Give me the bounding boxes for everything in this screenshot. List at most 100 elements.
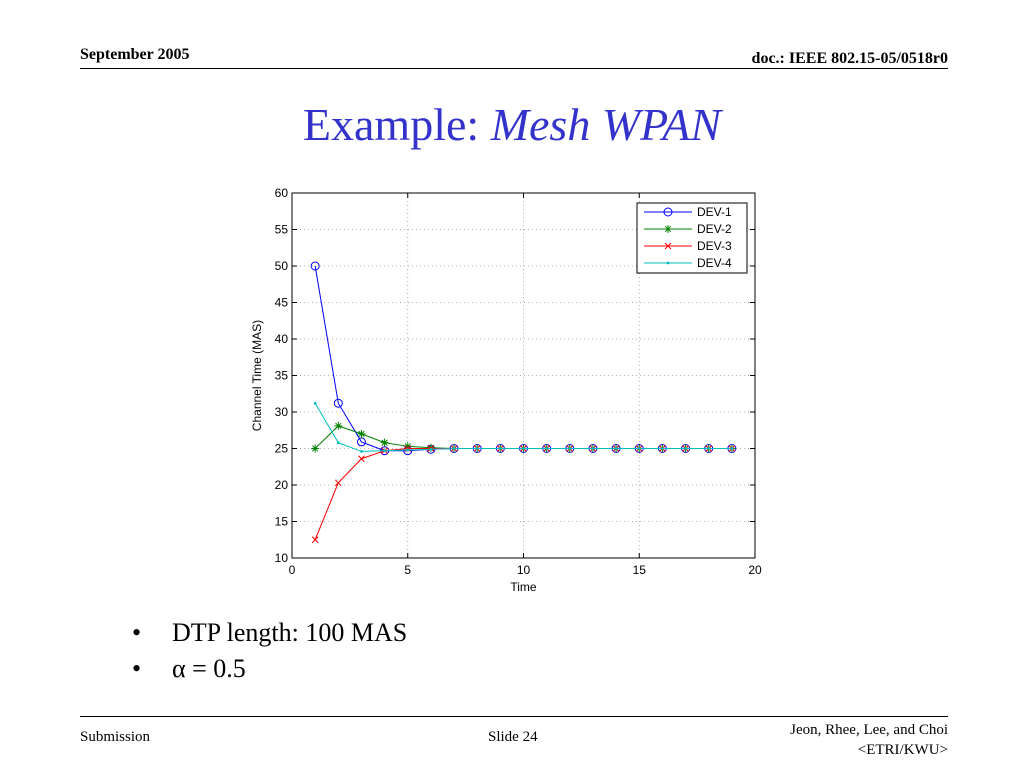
data-point-dev-1 bbox=[310, 261, 320, 271]
data-point-dev-4-shape bbox=[498, 447, 502, 450]
legend-label-dev-1: DEV-1 bbox=[697, 205, 732, 219]
data-point-dev-2-shape bbox=[357, 429, 366, 438]
bullet-item: • DTP length: 100 MAS bbox=[132, 615, 407, 651]
data-point-dev-4 bbox=[475, 447, 479, 450]
y-tick-label: 25 bbox=[275, 442, 289, 456]
legend-marker-dev-3 bbox=[664, 242, 672, 250]
data-point-dev-4-shape bbox=[336, 441, 340, 445]
data-point-dev-3-shape bbox=[358, 455, 365, 463]
x-axis-label: Time bbox=[510, 580, 537, 594]
data-point-dev-1-shape bbox=[310, 261, 320, 271]
data-point-dev-4 bbox=[545, 447, 549, 450]
x-tick-label: 20 bbox=[748, 563, 762, 577]
data-point-dev-4-shape bbox=[637, 447, 641, 450]
bullet-item: • α = 0.5 bbox=[132, 651, 407, 687]
y-tick-label: 10 bbox=[275, 551, 289, 565]
data-point-dev-4-shape bbox=[522, 447, 525, 450]
data-point-dev-4 bbox=[614, 447, 618, 450]
data-point-dev-1-shape bbox=[333, 398, 343, 408]
data-point-dev-2-shape bbox=[426, 443, 435, 452]
data-point-dev-4 bbox=[429, 447, 433, 451]
footer-authors-names: Jeon, Rhee, Lee, and Choi bbox=[790, 722, 948, 738]
header-date: September 2005 bbox=[80, 46, 190, 63]
data-point-dev-4 bbox=[383, 449, 386, 453]
data-point-dev-4 bbox=[661, 447, 664, 450]
data-point-dev-4-shape bbox=[313, 401, 317, 405]
data-point-dev-4-shape bbox=[614, 447, 618, 450]
x-tick-label: 10 bbox=[517, 563, 531, 577]
data-point-dev-4 bbox=[452, 447, 456, 450]
bullet-text: α = 0.5 bbox=[172, 654, 246, 683]
data-point-dev-4 bbox=[313, 401, 317, 405]
data-point-dev-4-shape bbox=[545, 447, 549, 450]
y-tick-label: 30 bbox=[275, 405, 289, 419]
data-point-dev-4 bbox=[637, 447, 641, 450]
data-point-dev-1 bbox=[333, 398, 343, 408]
y-tick-label: 55 bbox=[275, 223, 289, 237]
data-point-dev-4 bbox=[498, 447, 502, 450]
footer-slide-number: Slide 24 bbox=[488, 729, 538, 745]
header-rule bbox=[80, 68, 948, 69]
legend-label-dev-3: DEV-3 bbox=[697, 239, 732, 253]
legend-marker-dev-2 bbox=[664, 225, 672, 233]
title-prefix: Example: bbox=[302, 99, 491, 150]
y-tick-label: 15 bbox=[275, 515, 289, 529]
data-point-dev-2-shape bbox=[334, 421, 343, 430]
data-point-dev-2-shape bbox=[311, 444, 320, 453]
y-tick-label: 35 bbox=[275, 369, 289, 383]
y-axis-label: Channel Time (MAS) bbox=[250, 320, 264, 431]
data-point-dev-4-shape bbox=[406, 448, 410, 452]
data-point-dev-4-shape bbox=[360, 450, 363, 453]
data-point-dev-4-shape bbox=[383, 449, 386, 453]
data-point-dev-2 bbox=[334, 421, 343, 430]
y-tick-label: 60 bbox=[275, 186, 289, 200]
data-point-dev-2 bbox=[403, 442, 412, 451]
data-point-dev-2 bbox=[426, 443, 435, 452]
x-tick-label: 15 bbox=[633, 563, 647, 577]
data-point-dev-4-shape bbox=[730, 447, 734, 450]
footer-authors-affiliation: <ETRI/KWU> bbox=[857, 742, 948, 758]
data-point-dev-3 bbox=[311, 536, 319, 544]
data-point-dev-4-shape bbox=[684, 447, 687, 450]
x-tick-label: 5 bbox=[404, 563, 411, 577]
y-tick-label: 50 bbox=[275, 259, 289, 273]
data-point-dev-1-shape bbox=[356, 437, 366, 447]
y-tick-label: 45 bbox=[275, 296, 289, 310]
data-point-dev-3-shape bbox=[334, 479, 342, 487]
bullet-list: • DTP length: 100 MAS • α = 0.5 bbox=[132, 615, 407, 687]
data-point-dev-4 bbox=[406, 448, 410, 452]
data-point-dev-4 bbox=[591, 447, 595, 450]
plot-frame bbox=[291, 192, 756, 559]
data-point-dev-4-shape bbox=[707, 447, 711, 450]
data-point-dev-3 bbox=[358, 455, 365, 463]
legend-label-dev-2: DEV-2 bbox=[697, 222, 732, 236]
x-tick-label: 0 bbox=[289, 563, 296, 577]
data-point-dev-2-shape bbox=[380, 438, 389, 447]
bullet-dot: • bbox=[132, 654, 142, 683]
data-point-dev-4-shape bbox=[452, 447, 456, 450]
data-point-dev-4 bbox=[360, 450, 363, 453]
legend-marker-dev-1 bbox=[663, 207, 673, 217]
slide-title: Example: Mesh WPAN bbox=[0, 98, 1024, 151]
footer-authors: Jeon, Rhee, Lee, and Choi <ETRI/KWU> bbox=[790, 720, 948, 760]
data-point-dev-4 bbox=[522, 447, 525, 450]
data-point-dev-4 bbox=[684, 447, 687, 450]
title-emphasis: Mesh WPAN bbox=[490, 99, 722, 150]
data-point-dev-4-shape bbox=[568, 447, 572, 450]
header-doc-id: doc.: IEEE 802.15-05/0518r0 bbox=[751, 50, 948, 67]
legend-marker-dev-2-shape bbox=[664, 225, 672, 233]
data-point-dev-2-shape bbox=[403, 442, 412, 451]
channel-time-chart: 10 15 20 25 30 35 40 45 50 55 60 0 5 10 15 20 Time Channe… bbox=[250, 186, 762, 594]
legend-marker-dev-1-shape bbox=[663, 207, 673, 217]
data-point-dev-4-shape bbox=[429, 447, 433, 451]
data-point-dev-4-shape bbox=[475, 447, 479, 450]
bullet-text: DTP length: 100 MAS bbox=[172, 618, 408, 647]
legend-box bbox=[636, 202, 748, 274]
legend-marker-dev-4-shape bbox=[666, 261, 670, 265]
data-point-dev-3 bbox=[334, 479, 342, 487]
data-point-dev-4 bbox=[730, 447, 734, 450]
data-point-dev-4 bbox=[707, 447, 711, 450]
data-point-dev-2 bbox=[380, 438, 389, 447]
bullet-dot: • bbox=[132, 618, 142, 647]
data-point-dev-3-shape bbox=[311, 536, 319, 544]
